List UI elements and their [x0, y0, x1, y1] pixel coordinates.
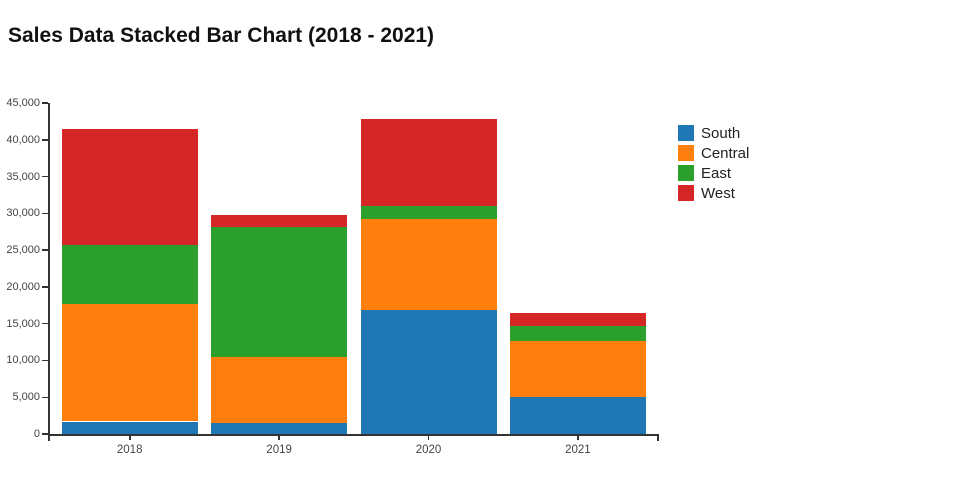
bar-segment-2019-east[interactable]: [211, 227, 348, 357]
legend: South Central East West: [678, 123, 749, 203]
y-tick-label: 20,000: [6, 280, 40, 293]
bar-segment-2019-central[interactable]: [211, 356, 348, 423]
y-tick: [42, 212, 48, 215]
bar-segment-2019-south[interactable]: [211, 423, 348, 434]
x-tick: [427, 434, 430, 440]
legend-swatch-east: [678, 165, 694, 181]
plot-area: 0 5,000 10,000 15,000 20,000 25,000 30,000 35,0…: [6, 97, 659, 456]
legend-swatch-south: [678, 125, 694, 141]
x-axis-end-tick: [657, 434, 659, 441]
x-tick-label-2021: 2021: [565, 444, 591, 456]
y-tick: [42, 175, 48, 178]
y-tick-label: 40,000: [6, 133, 40, 146]
y-tick: [42, 286, 48, 288]
bar-segment-2020-south[interactable]: [360, 310, 497, 434]
chart-title: Sales Data Stacked Bar Chart (2018 - 202…: [8, 24, 435, 47]
legend-item-central[interactable]: Central: [678, 143, 749, 163]
legend-item-south[interactable]: South: [678, 123, 749, 143]
y-tick-label: 35,000: [6, 170, 40, 183]
y-tick-label: 45,000: [6, 97, 40, 109]
x-tick-label-2019: 2019: [266, 444, 292, 456]
bar-segment-2018-west[interactable]: [61, 128, 198, 245]
legend-swatch-central: [678, 145, 694, 161]
legend-label: West: [701, 184, 735, 202]
bar-segment-2018-south[interactable]: [61, 421, 198, 434]
y-tick-label: 10,000: [6, 354, 40, 367]
y-tick: [42, 139, 48, 141]
bar-segment-2021-west[interactable]: [509, 313, 646, 326]
y-tick: [42, 433, 48, 435]
x-tick-label-2020: 2020: [415, 444, 442, 456]
legend-label: South: [701, 124, 741, 142]
x-tick: [577, 434, 579, 440]
y-tick-label: 5,000: [12, 391, 40, 404]
x-tick-label-2018: 2018: [116, 444, 143, 456]
y-tick-label: 25,000: [6, 244, 40, 257]
legend-label: East: [701, 164, 732, 182]
y-tick: [42, 359, 48, 362]
y-tick: [42, 102, 48, 104]
x-axis-line: [48, 434, 659, 436]
bar-segment-2021-central[interactable]: [509, 341, 646, 398]
legend-item-west[interactable]: West: [678, 183, 749, 203]
bar-segment-2019-west[interactable]: [211, 214, 348, 228]
y-tick: [42, 396, 48, 398]
y-tick: [42, 249, 48, 251]
bar-segment-2020-east[interactable]: [360, 206, 497, 219]
legend-label: Central: [701, 144, 750, 162]
bar-segment-2020-west[interactable]: [360, 119, 497, 206]
x-tick: [278, 434, 280, 440]
y-tick-label: 30,000: [6, 207, 40, 220]
bar-segment-2018-east[interactable]: [61, 245, 198, 304]
bar-segment-2021-east[interactable]: [509, 325, 646, 342]
legend-item-east[interactable]: East: [678, 163, 749, 183]
y-tick: [42, 322, 48, 325]
bar-segment-2021-south[interactable]: [509, 397, 646, 434]
bar-segment-2018-central[interactable]: [61, 303, 198, 422]
y-axis-line: [48, 103, 50, 441]
legend-swatch-west: [678, 185, 694, 201]
bar-segment-2020-central[interactable]: [360, 218, 497, 311]
y-tick-label: 15,000: [6, 317, 40, 330]
y-tick-label: 0: [33, 428, 40, 440]
x-tick: [129, 434, 131, 440]
